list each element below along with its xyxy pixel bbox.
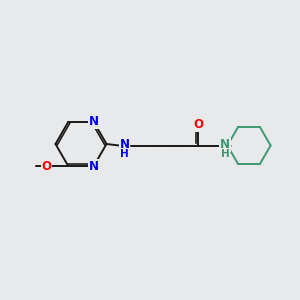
Text: O: O <box>41 160 51 172</box>
Text: N: N <box>89 160 99 172</box>
Text: N: N <box>119 138 130 152</box>
Text: H: H <box>120 149 129 159</box>
Text: N: N <box>220 138 230 152</box>
Text: N: N <box>89 116 99 128</box>
Text: O: O <box>193 118 203 131</box>
Text: H: H <box>220 149 230 159</box>
